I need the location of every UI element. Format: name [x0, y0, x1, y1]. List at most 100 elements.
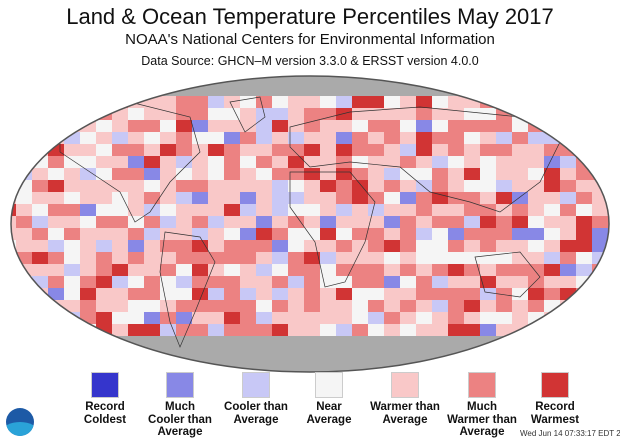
grid-cell — [144, 84, 160, 96]
grid-cell — [16, 288, 32, 300]
grid-cell — [528, 240, 544, 252]
grid-cell — [592, 108, 608, 120]
grid-cell — [128, 180, 144, 192]
grid-cell — [576, 96, 592, 108]
grid-cell — [464, 204, 480, 216]
grid-cell — [512, 168, 528, 180]
grid-cell — [512, 204, 528, 216]
grid-cell — [80, 252, 96, 264]
grid-cell — [208, 180, 224, 192]
grid-cell — [48, 228, 64, 240]
grid-cell — [608, 372, 620, 377]
grid-cell — [608, 180, 609, 192]
grid-cell — [96, 300, 112, 312]
grid-cell — [80, 288, 96, 300]
grid-cell — [64, 96, 80, 108]
grid-cell — [368, 348, 384, 360]
grid-cell — [176, 264, 192, 276]
legend-item-warmer: Warmer than Average — [368, 372, 442, 426]
grid-cell — [512, 76, 528, 84]
grid-cell — [240, 180, 256, 192]
grid-cell — [528, 144, 544, 156]
grid-cell — [352, 228, 368, 240]
grid-cell — [384, 144, 400, 156]
grid-cell — [576, 360, 592, 372]
grid-cell — [112, 120, 128, 132]
grid-cell — [336, 144, 352, 156]
grid-cell — [112, 252, 128, 264]
grid-cell — [208, 312, 224, 324]
grid-cell — [64, 336, 80, 348]
grid-cell — [240, 204, 256, 216]
grid-cell — [176, 276, 192, 288]
grid-cell — [448, 76, 464, 84]
grid-cell — [160, 312, 176, 324]
grid-cell — [80, 108, 96, 120]
grid-cell — [336, 120, 352, 132]
grid-cell — [176, 76, 192, 84]
grid-cell — [496, 240, 512, 252]
grid-cell — [480, 76, 496, 84]
eurasia-outline — [289, 106, 561, 213]
grid-cell — [192, 168, 208, 180]
grid-cell — [480, 288, 496, 300]
grid-cell — [32, 76, 48, 84]
grid-cell — [384, 120, 400, 132]
grid-cell — [464, 240, 480, 252]
grid-cell — [512, 336, 528, 348]
grid-cell — [384, 216, 400, 228]
grid-cell — [176, 240, 192, 252]
grid-cell — [512, 120, 528, 132]
grid-cell — [224, 192, 240, 204]
grid-cell — [496, 336, 512, 348]
timestamp: Wed Jun 14 07:33:17 EDT 2017 — [519, 429, 620, 438]
grid-cell — [272, 360, 288, 372]
grid-cell — [304, 252, 320, 264]
grid-cell — [576, 204, 592, 216]
grid-cell — [608, 76, 609, 84]
grid-cell — [400, 84, 416, 96]
grid-cell — [448, 96, 464, 108]
grid-cell — [448, 312, 464, 324]
grid-cell — [32, 120, 48, 132]
grid-cell — [608, 240, 609, 252]
grid-cell — [256, 120, 272, 132]
grid-cell — [432, 96, 448, 108]
grid-cell — [320, 228, 336, 240]
grid-cell — [11, 216, 16, 228]
grid-cell — [304, 276, 320, 288]
grid-cell — [400, 120, 416, 132]
grid-cell — [576, 132, 592, 144]
grid-cell — [576, 240, 592, 252]
grid-cell — [96, 156, 112, 168]
grid-cell — [304, 360, 320, 372]
grid-cell — [400, 360, 416, 372]
grid-cell — [192, 216, 208, 228]
grid-cell — [176, 324, 192, 336]
grid-cell — [320, 84, 336, 96]
grid-cell — [192, 324, 208, 336]
grid-cell — [256, 264, 272, 276]
grid-cell — [176, 192, 192, 204]
grid-cell — [288, 144, 304, 156]
grid-cell — [400, 76, 416, 84]
grid-cell — [608, 96, 609, 108]
grid-cell — [32, 300, 48, 312]
grid-cell — [400, 336, 416, 348]
grid-cell — [48, 156, 64, 168]
grid-cell — [560, 300, 576, 312]
continent-outlines — [59, 96, 561, 348]
grid-cell — [496, 76, 512, 84]
grid-cell — [400, 204, 416, 216]
grid-cell — [224, 264, 240, 276]
grid-cell — [32, 312, 48, 324]
grid-cell — [32, 84, 48, 96]
grid-cell — [64, 192, 80, 204]
grid-cell — [416, 168, 432, 180]
grid-cell — [80, 132, 96, 144]
grid-cell — [368, 252, 384, 264]
grid-cell — [592, 372, 608, 377]
grid-cell — [16, 360, 32, 372]
grid-cell — [16, 84, 32, 96]
grid-cell — [240, 144, 256, 156]
